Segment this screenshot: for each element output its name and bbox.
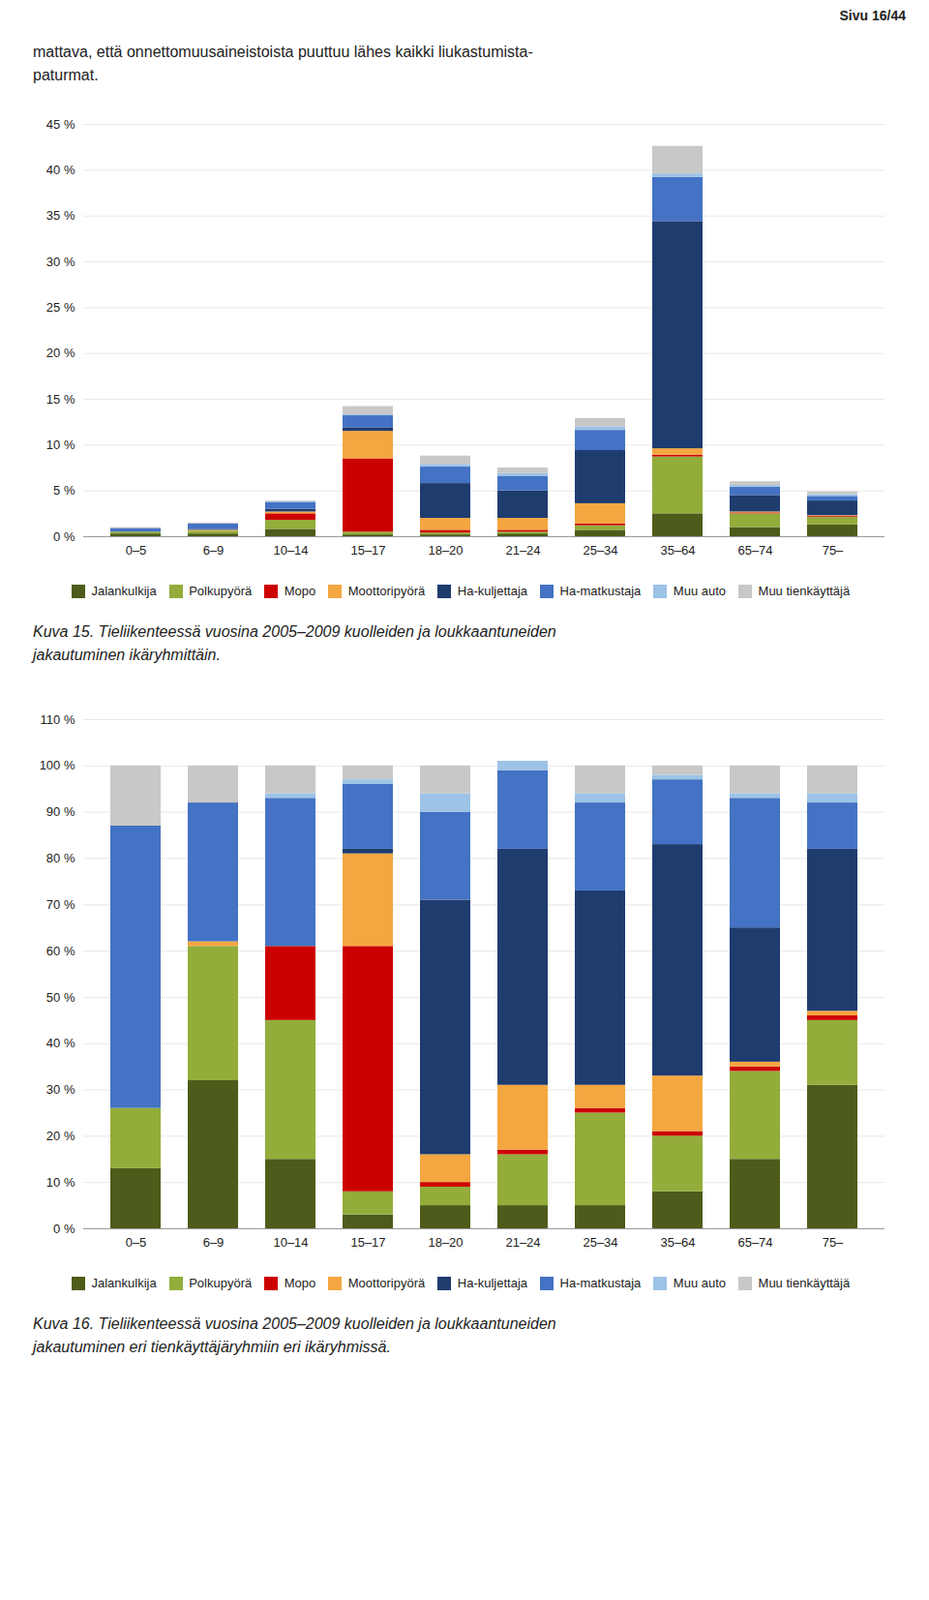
svg-text:35–64: 35–64 (659, 542, 695, 558)
svg-text:65–74: 65–74 (737, 1234, 773, 1250)
html-text:jakautuminen eri tienkäyttäjär: jakautuminen eri tienkäyttäjäryhmiin eri… (32, 1338, 391, 1355)
svg-text:0 %: 0 % (53, 1221, 76, 1236)
svg-text:100 %: 100 % (39, 757, 76, 773)
html-text:Sivu 16/44: Sivu 16/44 (839, 7, 906, 24)
svg-text:5 %: 5 % (53, 482, 76, 498)
html-text:Ha-matkustaja: Ha-matkustaja (559, 583, 641, 599)
svg-text:75–: 75– (822, 1234, 844, 1250)
html-text:Kuva 15. Tieliikenteessä vuosi: Kuva 15. Tieliikenteessä vuosina 2005–20… (32, 623, 557, 640)
svg-text:6–9: 6–9 (203, 542, 225, 558)
html-text:Moottoripyörä: Moottoripyörä (348, 583, 426, 599)
svg-text:30 %: 30 % (46, 1081, 76, 1097)
html-text:Muu tienkäyttäjä: Muu tienkäyttäjä (758, 583, 850, 599)
svg-text:15–17: 15–17 (350, 542, 386, 558)
svg-text:50 %: 50 % (46, 989, 76, 1005)
html-text:Kuva 16. Tieliikenteessä vuosi: Kuva 16. Tieliikenteessä vuosina 2005–20… (32, 1315, 557, 1332)
svg-text:10 %: 10 % (46, 1174, 76, 1190)
svg-text:10–14: 10–14 (272, 1234, 308, 1250)
svg-text:10 %: 10 % (46, 437, 76, 452)
html-text:mattava, että onnettomuusainei: mattava, että onnettomuusaineistoista pu… (32, 43, 533, 60)
svg-text:20 %: 20 % (46, 1128, 76, 1143)
html-text:Ha-kuljettaja: Ha-kuljettaja (457, 1275, 528, 1290)
html-text:Muu auto: Muu auto (673, 1275, 726, 1290)
svg-text:60 %: 60 % (46, 943, 76, 959)
svg-text:35–64: 35–64 (659, 1234, 695, 1250)
svg-text:21–24: 21–24 (505, 542, 540, 558)
html-text:jakautuminen ikäryhmittäin.: jakautuminen ikäryhmittäin. (32, 646, 221, 663)
svg-text:65–74: 65–74 (737, 542, 773, 558)
html-text:Mopo: Mopo (284, 1275, 316, 1290)
svg-text:75–: 75– (822, 542, 844, 558)
svg-text:25 %: 25 % (46, 299, 76, 315)
html-text:Muu tienkäyttäjä: Muu tienkäyttäjä (758, 1275, 850, 1290)
html-text:Ha-matkustaja: Ha-matkustaja (559, 1275, 641, 1290)
svg-text:25–34: 25–34 (582, 542, 618, 558)
svg-text:80 %: 80 % (46, 850, 76, 866)
svg-text:70 %: 70 % (46, 897, 76, 912)
svg-text:18–20: 18–20 (427, 1234, 463, 1250)
svg-text:35 %: 35 % (46, 208, 76, 223)
html-text:paturmat.: paturmat. (32, 66, 99, 84)
html-text:Jalankulkija: Jalankulkija (91, 1275, 157, 1290)
html-text:Jalankulkija: Jalankulkija (91, 583, 157, 599)
svg-text:0–5: 0–5 (125, 542, 148, 558)
svg-text:15–17: 15–17 (350, 1234, 386, 1250)
html-text:Polkupyörä: Polkupyörä (188, 583, 252, 599)
html-text:Ha-kuljettaja: Ha-kuljettaja (457, 583, 528, 599)
html-text:Polkupyörä: Polkupyörä (188, 1275, 252, 1290)
svg-text:10–14: 10–14 (272, 542, 308, 558)
html-text:Moottoripyörä: Moottoripyörä (348, 1275, 426, 1290)
svg-text:18–20: 18–20 (427, 542, 463, 558)
html-text:Muu auto: Muu auto (673, 583, 726, 599)
svg-text:15 %: 15 % (46, 391, 76, 407)
svg-text:45 %: 45 % (46, 117, 76, 132)
svg-text:30 %: 30 % (46, 254, 76, 270)
svg-text:90 %: 90 % (46, 804, 76, 819)
svg-text:21–24: 21–24 (505, 1234, 540, 1250)
svg-text:110 %: 110 % (40, 712, 76, 727)
svg-text:0–5: 0–5 (125, 1234, 148, 1250)
svg-text:40 %: 40 % (46, 162, 76, 178)
svg-text:40 %: 40 % (46, 1035, 76, 1050)
svg-text:25–34: 25–34 (582, 1234, 618, 1250)
svg-text:6–9: 6–9 (203, 1234, 225, 1250)
svg-text:20 %: 20 % (46, 345, 76, 360)
html-text:Mopo: Mopo (284, 583, 316, 599)
svg-text:0 %: 0 % (53, 529, 76, 544)
